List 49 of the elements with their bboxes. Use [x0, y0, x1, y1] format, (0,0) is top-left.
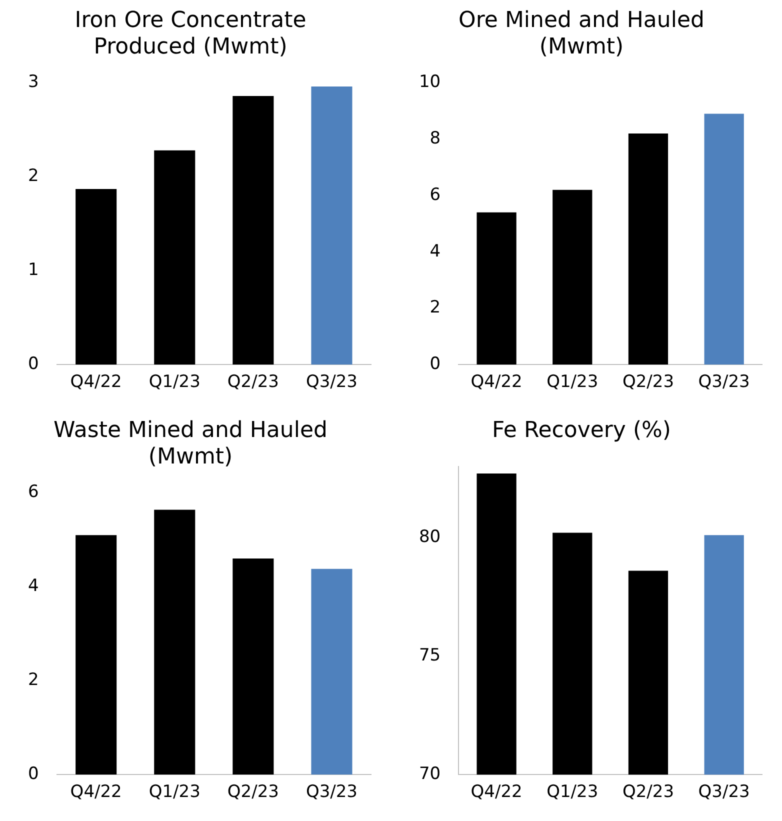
y-tick-label: 1 — [28, 260, 39, 280]
bar — [154, 150, 196, 365]
x-tick-label: Q2/23 — [227, 782, 279, 802]
bar — [154, 510, 196, 775]
y-tick-label: 70 — [418, 764, 441, 784]
x-tick-label: Q1/23 — [546, 782, 598, 802]
bar — [232, 96, 274, 365]
x-tick-label: Q1/23 — [148, 372, 200, 392]
x-tick-label: Q3/23 — [306, 372, 358, 392]
x-tick-label: Q1/23 — [148, 782, 200, 802]
y-tick-label: 4 — [28, 576, 39, 596]
x-tick-label: Q4/22 — [470, 372, 522, 392]
y-tick-label: 80 — [418, 526, 441, 547]
bar — [476, 212, 516, 365]
y-tick-label: 3 — [28, 72, 39, 92]
y-tick-label: 2 — [28, 166, 39, 186]
y-tick-label: 0 — [430, 354, 441, 374]
y-tick-label: 0 — [28, 764, 39, 784]
y-tick-label: 2 — [430, 298, 441, 318]
y-tick-label: 6 — [28, 482, 39, 502]
bar — [232, 558, 274, 775]
x-tick-label: Q4/22 — [70, 782, 122, 802]
x-tick-label: Q2/23 — [622, 372, 674, 392]
chart-title: Ore Mined and Hauled (Mwmt) — [458, 8, 704, 60]
chart-title: Iron Ore Concentrate Produced (Mwmt) — [74, 8, 306, 60]
chart-title: Waste Mined and Hauled (Mwmt) — [54, 418, 328, 470]
x-tick-label: Q3/23 — [698, 782, 750, 802]
bar — [311, 86, 352, 365]
x-tick-label: Q2/23 — [622, 782, 674, 802]
y-tick-label: 75 — [418, 645, 441, 666]
bar — [76, 188, 117, 365]
y-tick-label: 8 — [430, 128, 441, 149]
y-tick-label: 2 — [28, 670, 39, 690]
chart-title: Fe Recovery (%) — [492, 418, 672, 443]
bar — [704, 114, 744, 365]
y-tick-label: 6 — [430, 184, 441, 205]
y-tick-label: 0 — [28, 354, 39, 374]
bar — [311, 568, 352, 775]
bar — [552, 190, 592, 365]
y-tick-label: 10 — [418, 72, 441, 92]
x-tick-label: Q2/23 — [227, 372, 279, 392]
y-tick-label: 4 — [430, 241, 441, 262]
x-tick-label: Q3/23 — [698, 372, 750, 392]
bar — [628, 134, 668, 365]
x-tick-label: Q1/23 — [546, 372, 598, 392]
x-tick-label: Q3/23 — [306, 782, 358, 802]
x-tick-label: Q4/22 — [470, 782, 522, 802]
x-tick-label: Q4/22 — [70, 372, 122, 392]
bar — [76, 535, 117, 775]
